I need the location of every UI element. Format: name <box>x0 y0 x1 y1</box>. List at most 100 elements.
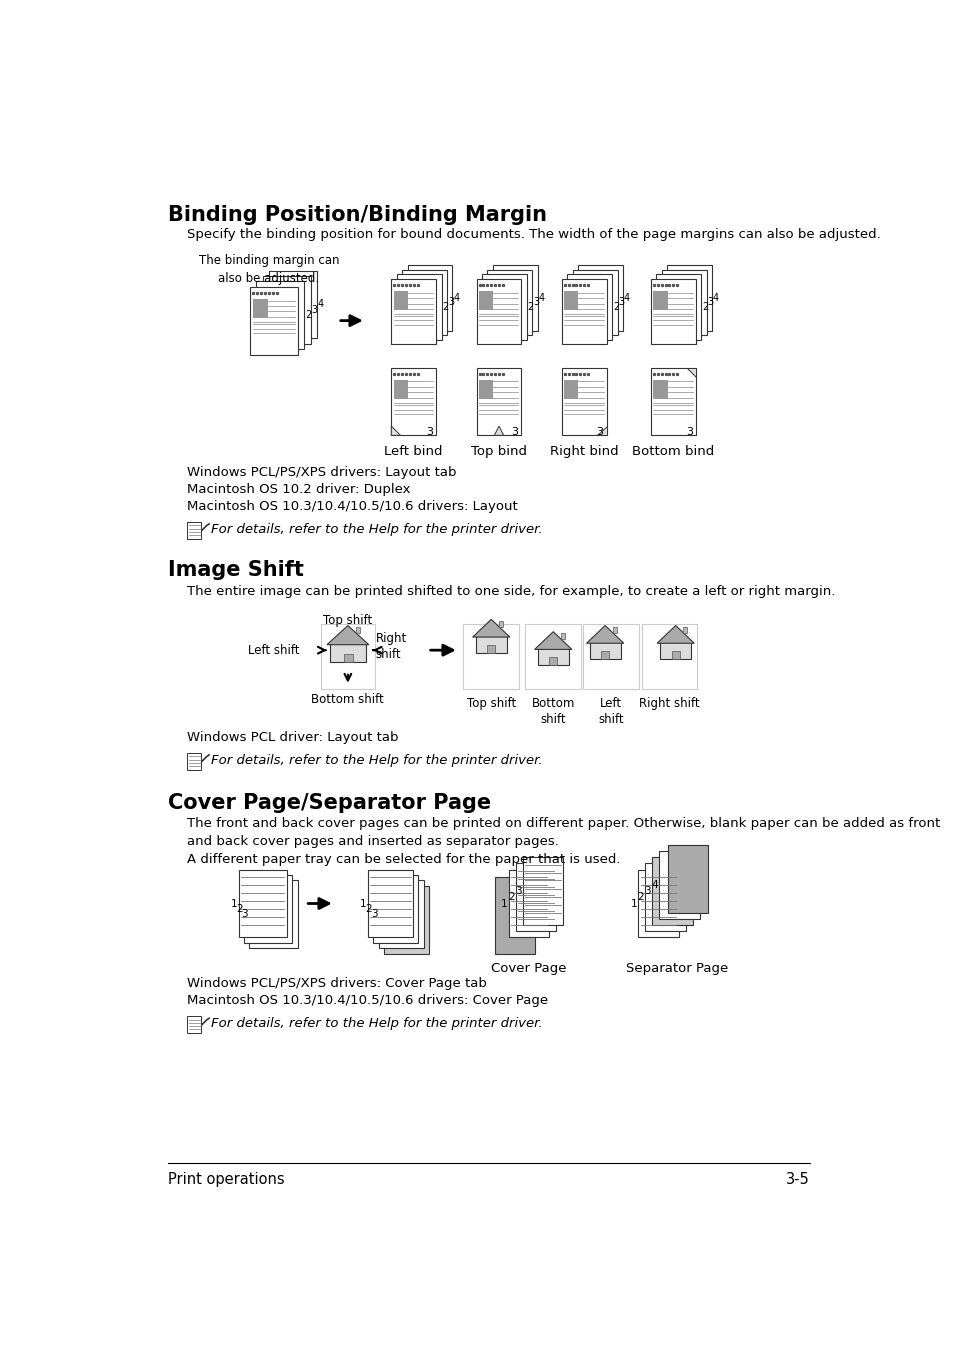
Text: Image Shift: Image Shift <box>168 560 304 580</box>
Text: Left
shift: Left shift <box>598 697 623 726</box>
Bar <box>549 657 557 666</box>
Bar <box>509 869 549 937</box>
Bar <box>478 379 493 398</box>
Text: 3: 3 <box>618 297 624 308</box>
Bar <box>463 624 518 690</box>
Polygon shape <box>391 427 400 435</box>
Bar <box>187 1017 201 1033</box>
Bar <box>256 281 304 350</box>
Bar <box>187 752 201 769</box>
Bar <box>478 292 493 309</box>
Text: 4: 4 <box>317 300 323 309</box>
Bar <box>661 270 706 335</box>
Text: Right shift: Right shift <box>639 697 700 710</box>
Bar <box>561 279 606 344</box>
Text: Macintosh OS 10.3/10.4/10.5/10.6 drivers: Layout: Macintosh OS 10.3/10.4/10.5/10.6 drivers… <box>187 500 517 513</box>
Bar <box>666 265 711 331</box>
Bar <box>572 270 617 335</box>
Text: 3: 3 <box>447 297 454 308</box>
Text: 4: 4 <box>712 293 719 302</box>
Text: 3: 3 <box>596 427 603 437</box>
Text: Windows PCL driver: Layout tab: Windows PCL driver: Layout tab <box>187 732 398 744</box>
Bar <box>567 274 612 340</box>
Bar <box>583 624 639 690</box>
Text: 2: 2 <box>527 302 534 312</box>
Bar <box>187 521 201 539</box>
Bar <box>612 628 617 633</box>
Text: Macintosh OS 10.3/10.4/10.5/10.6 drivers: Cover Page: Macintosh OS 10.3/10.4/10.5/10.6 drivers… <box>187 995 548 1007</box>
Bar <box>244 875 292 942</box>
Text: For details, refer to the Help for the printer driver.: For details, refer to the Help for the p… <box>211 524 541 536</box>
Bar <box>578 265 622 331</box>
Bar <box>495 878 535 954</box>
Text: 4: 4 <box>623 293 629 302</box>
Text: Right
shift: Right shift <box>375 632 407 662</box>
Bar <box>645 864 685 931</box>
Bar <box>487 645 495 653</box>
Bar <box>493 265 537 331</box>
Text: Specify the binding position for bound documents. The width of the page margins : Specify the binding position for bound d… <box>187 228 881 242</box>
Text: 3: 3 <box>241 910 248 919</box>
Text: For details, refer to the Help for the printer driver.: For details, refer to the Help for the p… <box>211 1018 541 1030</box>
Text: 4: 4 <box>537 293 544 302</box>
Bar <box>394 379 408 398</box>
Bar <box>498 621 502 628</box>
Bar <box>356 628 360 633</box>
Bar <box>638 869 679 937</box>
Polygon shape <box>494 427 503 435</box>
Bar <box>537 648 568 666</box>
Bar <box>476 279 521 344</box>
Bar <box>653 292 667 309</box>
Bar <box>250 286 298 355</box>
Text: The front and back cover pages can be printed on different paper. Otherwise, bla: The front and back cover pages can be pr… <box>187 817 940 848</box>
Bar <box>396 274 441 340</box>
Text: 3: 3 <box>533 297 538 308</box>
Polygon shape <box>534 632 571 649</box>
Text: 3: 3 <box>426 427 433 437</box>
Bar <box>667 845 707 913</box>
Text: 2: 2 <box>442 302 448 312</box>
Bar <box>407 265 452 331</box>
Bar <box>320 624 375 690</box>
Bar <box>368 869 413 937</box>
Text: 2: 2 <box>637 892 643 902</box>
Text: Cover Page/Separator Page: Cover Page/Separator Page <box>168 792 491 813</box>
Bar <box>238 869 286 937</box>
Text: 2: 2 <box>701 302 707 312</box>
Bar <box>650 367 695 435</box>
Text: 2: 2 <box>305 310 312 320</box>
Text: Bottom bind: Bottom bind <box>632 444 714 458</box>
Bar <box>650 279 695 344</box>
Bar <box>262 275 311 344</box>
Text: 3: 3 <box>515 886 521 896</box>
Text: 3: 3 <box>511 427 517 437</box>
Polygon shape <box>657 625 694 643</box>
Bar <box>563 292 578 309</box>
Text: Separator Page: Separator Page <box>625 963 727 975</box>
Text: The entire image can be printed shifted to one side, for example, to create a le: The entire image can be printed shifted … <box>187 585 835 598</box>
Bar <box>402 270 447 335</box>
Text: Top bind: Top bind <box>471 444 526 458</box>
Bar <box>516 864 556 931</box>
Bar <box>671 651 679 659</box>
Text: 4: 4 <box>453 293 459 302</box>
Bar <box>525 624 580 690</box>
Bar <box>344 653 353 663</box>
Text: Windows PCL/PS/XPS drivers: Layout tab: Windows PCL/PS/XPS drivers: Layout tab <box>187 466 456 479</box>
Text: Top shift: Top shift <box>323 614 372 626</box>
Text: 3: 3 <box>371 910 377 919</box>
Polygon shape <box>472 620 509 637</box>
Bar <box>656 274 700 340</box>
Polygon shape <box>327 625 369 645</box>
Bar <box>487 270 532 335</box>
Bar <box>330 643 365 663</box>
Text: Cover Page: Cover Page <box>490 963 566 975</box>
Bar <box>641 624 697 690</box>
Bar <box>522 857 562 925</box>
Bar <box>378 880 423 948</box>
Bar <box>253 300 268 319</box>
Text: Windows PCL/PS/XPS drivers: Cover Page tab: Windows PCL/PS/XPS drivers: Cover Page t… <box>187 977 487 991</box>
Bar <box>384 886 429 953</box>
Polygon shape <box>597 427 606 435</box>
Text: 3: 3 <box>685 427 692 437</box>
